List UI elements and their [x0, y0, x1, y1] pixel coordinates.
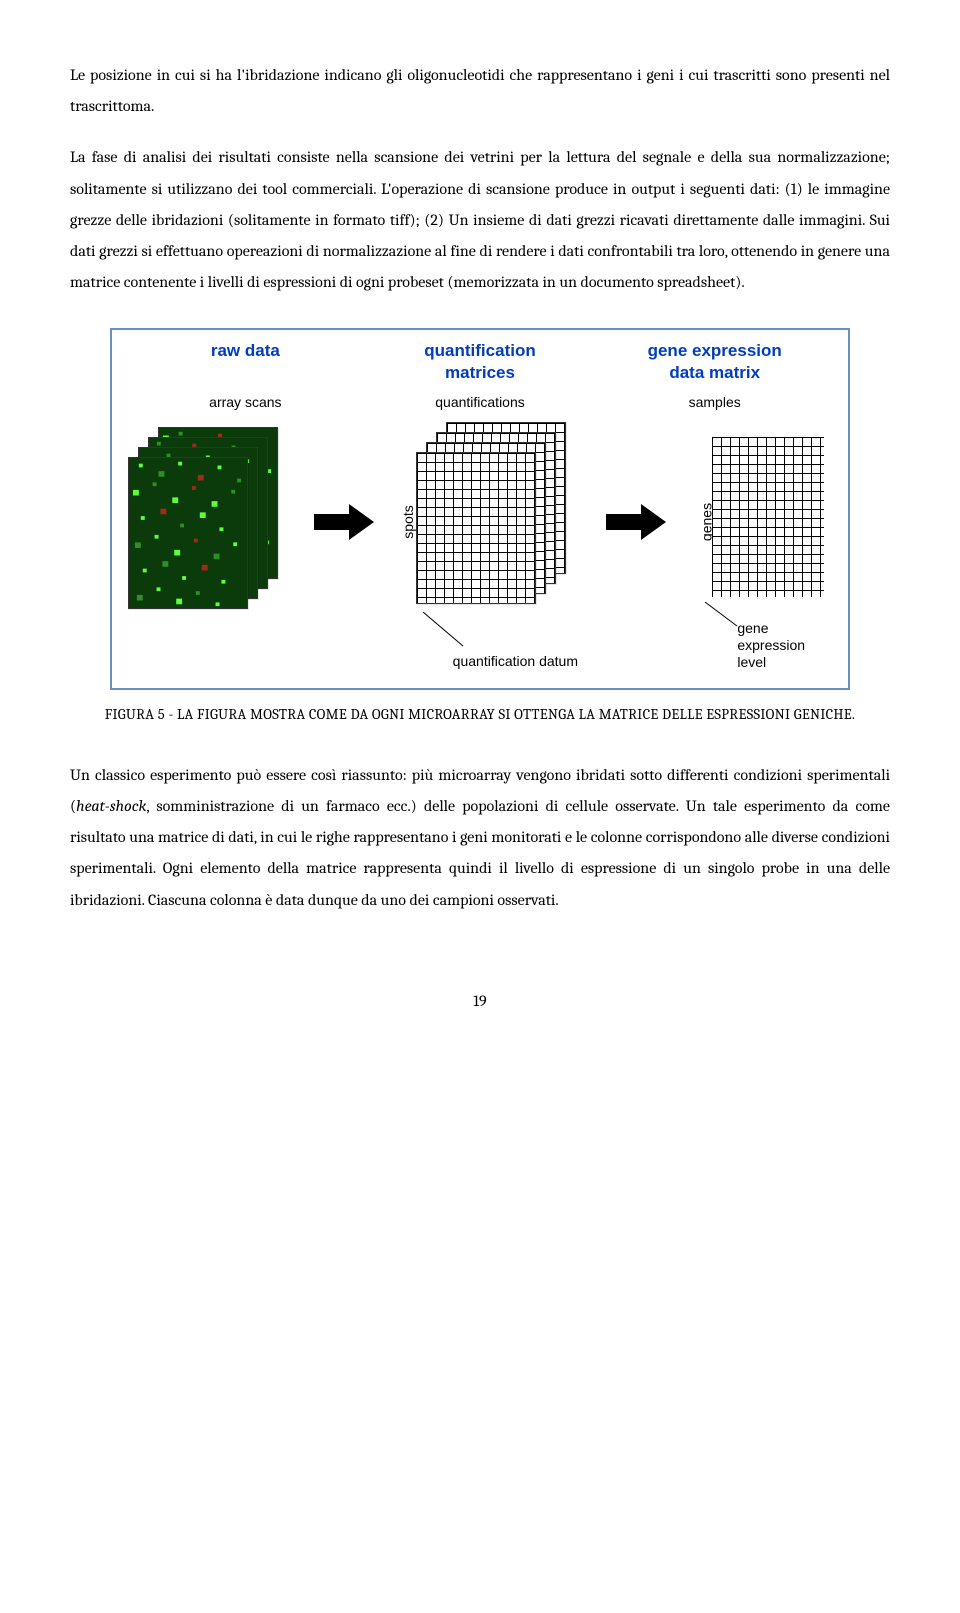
header-line: matrices: [445, 363, 515, 382]
figure-border: raw data quantification matrices gene ex…: [110, 328, 850, 690]
callout-line: level: [737, 654, 766, 670]
grid-layer: [416, 452, 536, 604]
gene-expression-matrix: genes: [702, 437, 832, 607]
header-line: data matrix: [669, 363, 760, 382]
header-raw-data: raw data: [128, 340, 363, 383]
callout-line: expression: [737, 637, 805, 653]
figure-body: spots genes: [128, 422, 832, 622]
body-paragraph-3: Un classico esperimento può essere così …: [70, 760, 890, 916]
text-run: , somministrazione di un farmaco ecc.) d…: [70, 797, 890, 909]
header-gene-expression: gene expression data matrix: [597, 340, 832, 383]
subheader-array-scans: array scans: [128, 389, 363, 416]
header-line: gene expression: [648, 341, 782, 360]
body-paragraph-1: Le posizione in cui si ha l'ibridazione …: [70, 60, 890, 122]
body-paragraph-2: La fase di analisi dei risultati consist…: [70, 142, 890, 298]
figure-5: raw data quantification matrices gene ex…: [110, 328, 850, 690]
arrow-icon: [601, 492, 671, 552]
array-scans-stack: [128, 427, 278, 617]
callout-quantification-datum: quantification datum: [453, 648, 578, 675]
text-italic: heat-shock: [76, 797, 146, 815]
figure-callouts: quantification datum gene expression lev…: [128, 620, 832, 680]
scan-layer: [128, 457, 248, 609]
header-line: quantification: [424, 341, 535, 360]
subheader-samples: samples: [597, 389, 832, 416]
quantification-matrices-stack: spots: [410, 422, 570, 622]
callout-gene-expression-level: gene expression level: [737, 620, 805, 670]
figure-caption: FIGURA 5 - LA FIGURA MOSTRA COME DA OGNI…: [100, 704, 860, 726]
header-quantification-matrices: quantification matrices: [363, 340, 598, 383]
figure-column-headers: raw data quantification matrices gene ex…: [128, 340, 832, 383]
figure-sub-headers: array scans quantifications samples: [128, 389, 832, 416]
callout-line: gene: [737, 620, 768, 636]
page-number: 19: [70, 986, 890, 1017]
grid-layer: [712, 437, 824, 597]
arrow-icon: [309, 492, 379, 552]
subheader-quantifications: quantifications: [363, 389, 598, 416]
